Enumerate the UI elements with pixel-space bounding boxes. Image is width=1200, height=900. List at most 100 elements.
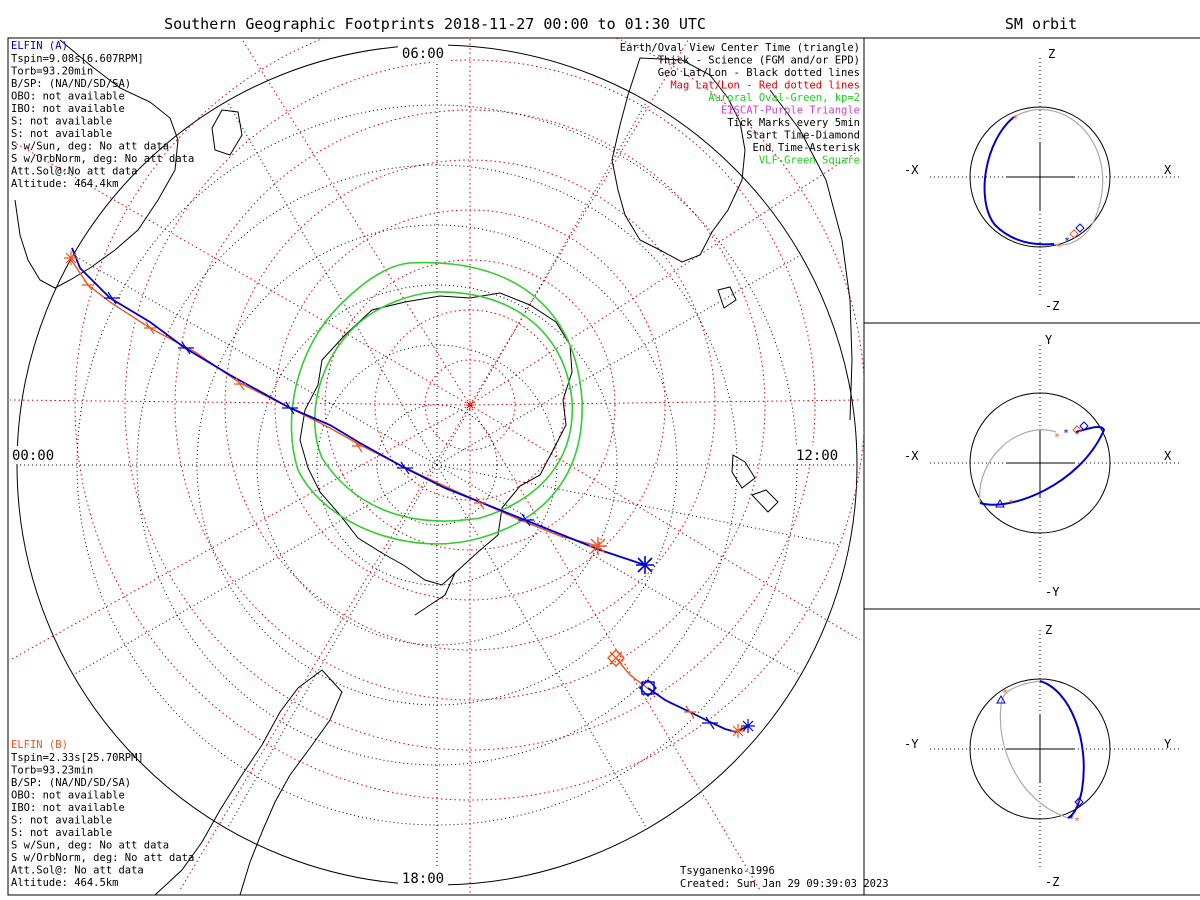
axis-label-left: -Y — [904, 737, 919, 751]
sat-b-line: S: not available — [11, 815, 112, 827]
legend-item: Geo Lat/Lon - Black dotted lines — [658, 67, 860, 79]
axis-label-right: X — [1164, 163, 1172, 177]
orbit-path-grey — [1013, 108, 1104, 246]
svg-text:*: * — [1056, 242, 1062, 253]
svg-text:*: * — [1064, 236, 1070, 247]
legend-item: Mag Lat/Lon - Red dotted lines — [670, 80, 860, 92]
sat-a-line: Torb=93.20min — [11, 66, 93, 78]
sat-b-line: Torb=93.23min — [11, 765, 93, 777]
axis-label-left: -X — [904, 163, 919, 177]
sat-a-info: ELFIN (A) Tspin=9.08s[6.607RPM] Torb=93.… — [11, 40, 194, 190]
legend: Earth/Oval View Center Time (triangle) T… — [620, 42, 861, 167]
sat-b-line: Att.Sol@: No att data — [11, 865, 144, 877]
coastlines — [14, 39, 853, 895]
elfin-b-track-upper — [69, 257, 599, 547]
axis-label-bottom: -Z — [1045, 299, 1059, 313]
tasmania-outline — [717, 286, 737, 309]
legend-item: Start Time-Diamond — [746, 130, 860, 142]
orbit-path-grey — [979, 429, 1057, 504]
sat-b-line: B/SP: (NA/ND/SD/SA) — [11, 777, 131, 789]
axis-label-right: Y — [1164, 737, 1172, 751]
orbit-path-grey — [999, 680, 1069, 819]
credits: Tsyganenko-1996 Created: Sun Jan 29 09:3… — [680, 865, 889, 890]
sat-a-line: S: not available — [11, 128, 112, 140]
legend-item: EISCAT-Purple Triangle — [721, 105, 860, 117]
legend-item: VLF-Green Square — [759, 155, 860, 167]
orbit-panel-xy: * * * Y -Y -X X — [904, 333, 1180, 599]
axis-label-right: X — [1164, 449, 1172, 463]
sat-b-info: ELFIN (B) Tspin=2.33s[25.70RPM] Torb=93.… — [11, 739, 194, 889]
axis-label-left: -X — [904, 449, 919, 463]
sat-a-line: B/SP: (NA/ND/SD/SA) — [11, 78, 131, 90]
credit-created: Created: Sun Jan 29 09:39:03 2023 — [680, 878, 889, 890]
sat-b-line: S: not available — [11, 827, 112, 839]
time-label-top: 06:00 — [402, 46, 444, 62]
mag-pole-marker — [466, 401, 474, 409]
axis-label-bottom: -Z — [1045, 875, 1059, 889]
madagascar-outline — [211, 109, 243, 156]
legend-item: Auroral Oval-Green, kp=2 — [708, 92, 860, 104]
elfin-a-track-upper — [71, 247, 646, 566]
svg-text:*: * — [1068, 814, 1074, 825]
sat-b-line: S w/OrbNorm, deg: No att data — [11, 852, 194, 864]
sat-b-name: ELFIN (B) — [11, 739, 68, 751]
axis-label-bottom: -Y — [1045, 585, 1060, 599]
limb-landmass-right — [769, 89, 853, 421]
start-diamond-b — [607, 649, 625, 667]
axis-label-top: Y — [1045, 333, 1053, 347]
africa-outline — [14, 39, 179, 289]
auroral-oval-outer — [290, 261, 583, 545]
sat-a-line: Altitude: 464.4km — [11, 178, 118, 190]
end-asterisk-lower-a — [741, 719, 755, 733]
mag-grid — [9, 38, 864, 895]
svg-text:*: * — [1063, 428, 1069, 439]
time-label-left: 00:00 — [12, 448, 54, 464]
svg-text:*: * — [1054, 432, 1060, 443]
orbit-path-blue — [1039, 680, 1085, 819]
end-asterisk-b — [589, 537, 607, 555]
sat-a-line: IBO: not available — [11, 103, 125, 115]
orbit-panel-yz: * * * * Z -Z -Y Y — [904, 623, 1180, 889]
svg-text:*: * — [1074, 816, 1080, 827]
legend-item: Thick - Science (FGM and/or EPD) — [658, 55, 860, 67]
sat-a-line: S: not available — [11, 116, 112, 128]
antarctic-peninsula-outline — [414, 572, 456, 616]
new-zealand-outline — [731, 454, 779, 513]
svg-text:*: * — [1002, 688, 1008, 699]
axis-label-top: Z — [1045, 623, 1052, 637]
south-america-outline — [154, 669, 343, 895]
australia-outline — [611, 57, 746, 263]
sat-b-line: Altitude: 464.5km — [11, 877, 118, 889]
orbit-path-blue — [983, 116, 1055, 246]
axis-label-top: Z — [1048, 47, 1055, 61]
time-label-right: 12:00 — [796, 448, 838, 464]
sat-a-line: Att.Sol@:No att data — [11, 166, 137, 178]
svg-text:*: * — [1075, 798, 1081, 809]
auroral-oval-inner — [313, 291, 574, 522]
legend-item: Earth/Oval View Center Time (triangle) — [620, 42, 860, 54]
sat-b-line: Tspin=2.33s[25.70RPM] — [11, 752, 144, 764]
map-frame — [7, 37, 865, 896]
auroral-ovals — [290, 261, 583, 545]
sat-b-line: IBO: not available — [11, 802, 125, 814]
svg-text:*: * — [1012, 114, 1018, 125]
track-tick-marks-b — [82, 279, 696, 719]
legend-item: Tick Marks every 5min — [727, 117, 860, 129]
time-label-bottom: 18:00 — [402, 871, 444, 887]
orbit-title: SM orbit — [1005, 15, 1077, 33]
legend-item: End Time-Asterisk — [753, 142, 861, 154]
map-time-labels: 06:00 00:00 12:00 18:00 — [10, 44, 844, 887]
sat-a-line: OBO: not available — [11, 91, 125, 103]
credit-model: Tsyganenko-1996 — [680, 865, 775, 877]
sat-a-line: S w/Sun, deg: No att data — [11, 141, 169, 153]
orbit-path-blue — [979, 425, 1106, 506]
orbit-panel-xz: * * * Z -Z -X X — [904, 47, 1180, 313]
track-start-marker-b — [64, 251, 78, 265]
figure-title: Southern Geographic Footprints 2018-11-2… — [164, 15, 706, 33]
start-diamond-a — [639, 679, 657, 697]
sat-b-line: OBO: not available — [11, 790, 125, 802]
antarctica-outline — [299, 292, 573, 586]
end-asterisk-lower-b — [731, 724, 745, 738]
sat-b-line: S w/Sun, deg: No att data — [11, 840, 169, 852]
